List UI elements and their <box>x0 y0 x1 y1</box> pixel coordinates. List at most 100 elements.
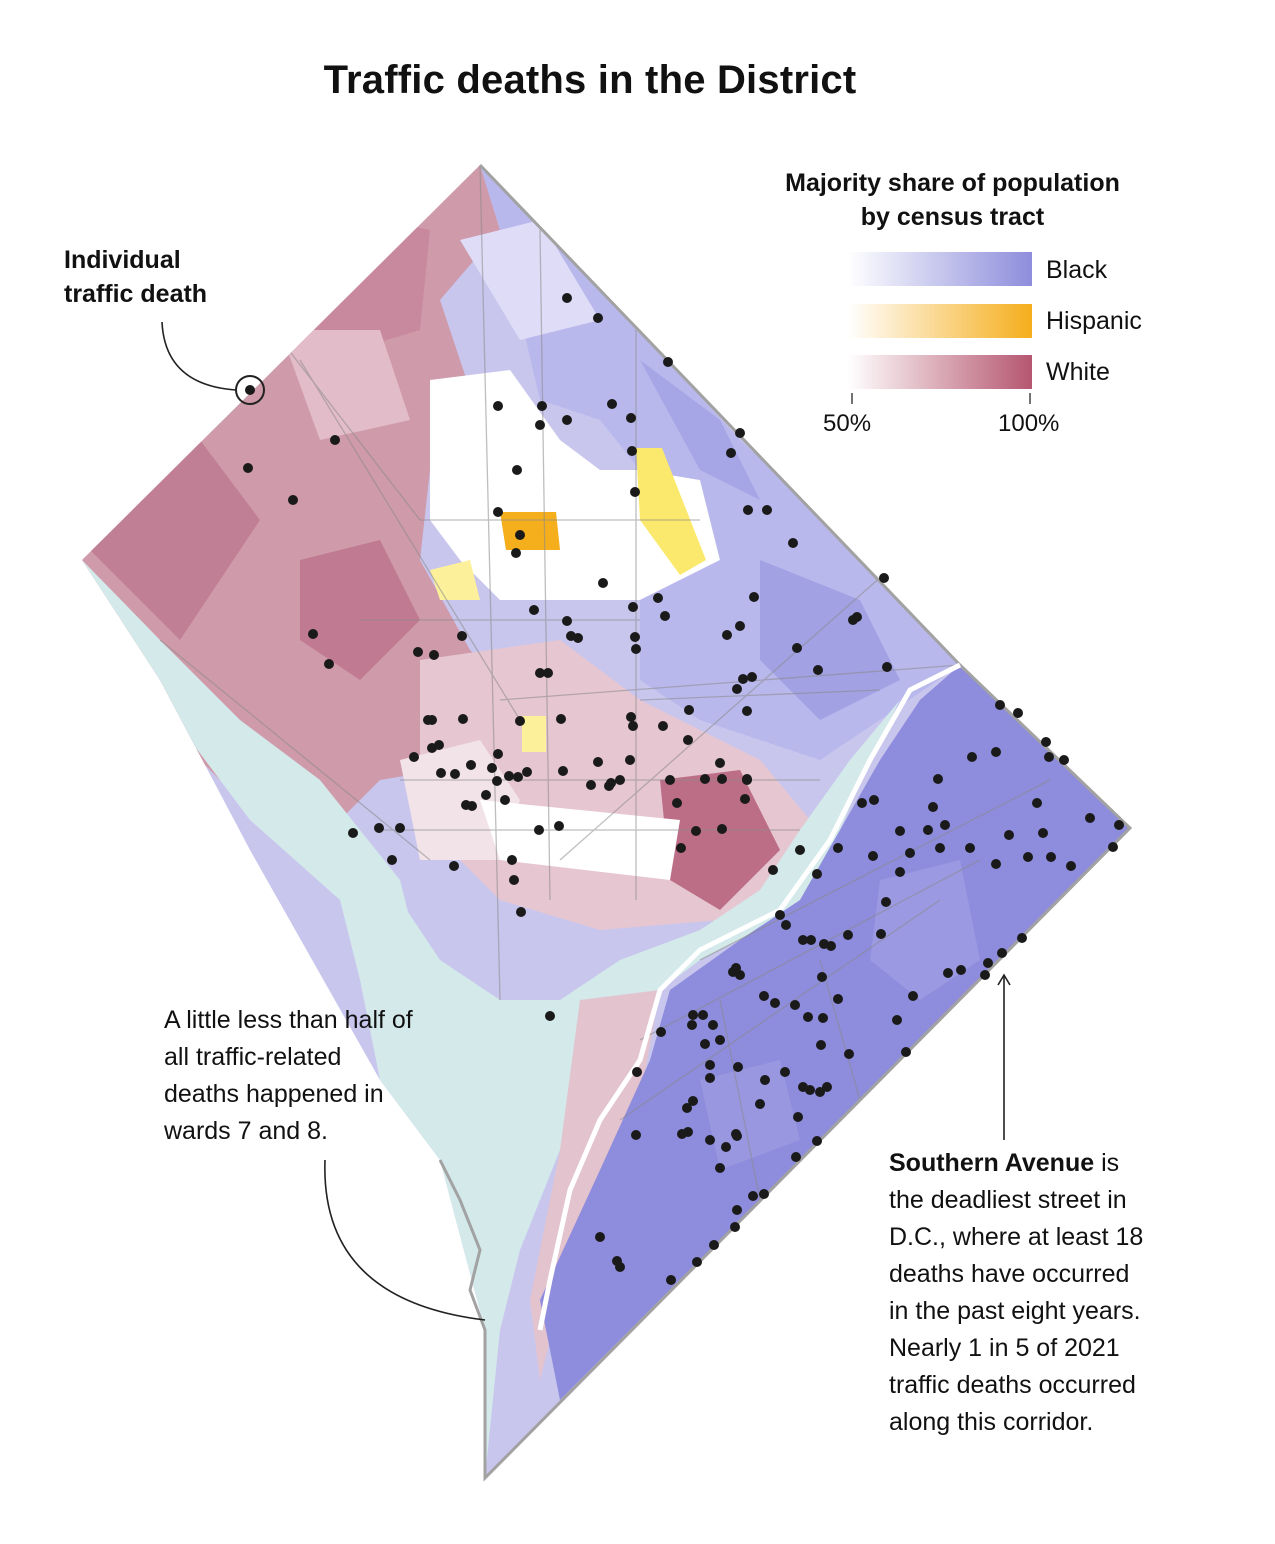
traffic-death-dot <box>481 790 491 800</box>
traffic-death-dot <box>879 573 889 583</box>
traffic-death-dot <box>876 929 886 939</box>
callout-individual-line2: traffic death <box>64 280 208 308</box>
traffic-death-dot <box>980 970 990 980</box>
traffic-death-dot <box>687 1020 697 1030</box>
traffic-death-dot <box>892 1015 902 1025</box>
callout-line-individual <box>161 321 237 391</box>
traffic-death-dot <box>708 1020 718 1030</box>
traffic-death-dot <box>545 1011 555 1021</box>
traffic-death-dot <box>759 1189 769 1199</box>
traffic-death-dot <box>868 851 878 861</box>
traffic-death-dot <box>715 758 725 768</box>
traffic-death-dot <box>308 629 318 639</box>
traffic-death-dot <box>537 401 547 411</box>
white-majority-tract <box>300 540 420 680</box>
traffic-death-dot <box>759 991 769 1001</box>
traffic-death-dot <box>983 958 993 968</box>
traffic-death-dot <box>243 463 253 473</box>
traffic-death-dot <box>458 714 468 724</box>
traffic-death-dot <box>631 1130 641 1140</box>
traffic-death-dot <box>515 530 525 540</box>
traffic-death-dot <box>692 1257 702 1267</box>
traffic-death-dot <box>1059 755 1069 765</box>
traffic-death-dot <box>743 505 753 515</box>
traffic-death-dot <box>1041 737 1051 747</box>
wards-line: A little less than half of <box>164 1006 413 1034</box>
traffic-death-dot <box>798 935 808 945</box>
traffic-death-dot <box>762 505 772 515</box>
white-majority-capitol-hill <box>660 770 780 910</box>
traffic-death-dot <box>928 802 938 812</box>
traffic-death-dot <box>504 771 514 781</box>
traffic-death-dot <box>573 633 583 643</box>
traffic-death-dot <box>775 910 785 920</box>
traffic-death-dot <box>630 487 640 497</box>
traffic-death-dot <box>935 843 945 853</box>
traffic-death-dot <box>688 1096 698 1106</box>
traffic-death-dot <box>556 714 566 724</box>
traffic-death-dot <box>1032 798 1042 808</box>
traffic-death-dot <box>768 865 778 875</box>
traffic-death-dot <box>700 1039 710 1049</box>
callout-arrowhead <box>997 973 1011 986</box>
traffic-death-dot <box>997 948 1007 958</box>
traffic-death-dot <box>593 757 603 767</box>
traffic-death-dot <box>844 1049 854 1059</box>
traffic-death-dot <box>781 920 791 930</box>
traffic-death-dot <box>434 740 444 750</box>
traffic-death-dot <box>721 1142 731 1152</box>
traffic-death-dot <box>688 1010 698 1020</box>
traffic-death-dot <box>493 749 503 759</box>
anacostia-river-line <box>537 662 962 1331</box>
traffic-death-dot <box>818 1013 828 1023</box>
traffic-death-dot <box>663 357 673 367</box>
traffic-death-dot <box>562 293 572 303</box>
traffic-death-dot <box>535 420 545 430</box>
traffic-death-dot <box>493 401 503 411</box>
traffic-death-dot <box>991 859 1001 869</box>
traffic-death-dot <box>803 1012 813 1022</box>
callout-line-wards <box>324 1159 486 1321</box>
traffic-death-dot <box>770 998 780 1008</box>
traffic-death-dot <box>449 861 459 871</box>
traffic-death-dot <box>815 1087 825 1097</box>
traffic-death-dot <box>522 767 532 777</box>
traffic-death-dot <box>735 970 745 980</box>
traffic-death-dot <box>908 991 918 1001</box>
legend-title-line2: by census tract <box>860 203 1045 231</box>
traffic-death-dot <box>1044 752 1054 762</box>
traffic-death-dot <box>733 1062 743 1072</box>
traffic-death-dot <box>717 774 727 784</box>
traffic-death-dot <box>1066 861 1076 871</box>
traffic-death-dot <box>607 399 617 409</box>
traffic-death-dot <box>705 1073 715 1083</box>
traffic-death-dot <box>513 772 523 782</box>
traffic-death-dot <box>387 855 397 865</box>
traffic-death-dot <box>493 507 503 517</box>
traffic-death-dot <box>529 605 539 615</box>
white-majority-tract <box>280 330 410 440</box>
traffic-death-dot <box>895 867 905 877</box>
traffic-death-dot <box>1023 852 1033 862</box>
traffic-death-dot <box>1004 830 1014 840</box>
traffic-death-dot <box>1108 842 1118 852</box>
southern-line: along this corridor. <box>889 1408 1094 1436</box>
traffic-death-dot <box>562 616 572 626</box>
traffic-death-dot <box>857 798 867 808</box>
traffic-death-dot <box>461 800 471 810</box>
traffic-death-dot <box>676 843 686 853</box>
traffic-death-dot <box>869 795 879 805</box>
traffic-death-dot <box>615 1262 625 1272</box>
traffic-death-dot <box>598 578 608 588</box>
traffic-death-dot <box>780 1067 790 1077</box>
traffic-death-dot <box>735 428 745 438</box>
traffic-death-dot <box>705 1060 715 1070</box>
southern-line: Nearly 1 in 5 of 2021 <box>889 1334 1120 1362</box>
traffic-death-dot <box>666 1275 676 1285</box>
traffic-death-dot <box>882 662 892 672</box>
hispanic-majority-tract <box>522 716 546 752</box>
traffic-death-dot <box>682 1103 692 1113</box>
traffic-death-dots <box>243 293 1124 1285</box>
traffic-death-dot <box>631 644 641 654</box>
traffic-death-dot <box>833 994 843 1004</box>
